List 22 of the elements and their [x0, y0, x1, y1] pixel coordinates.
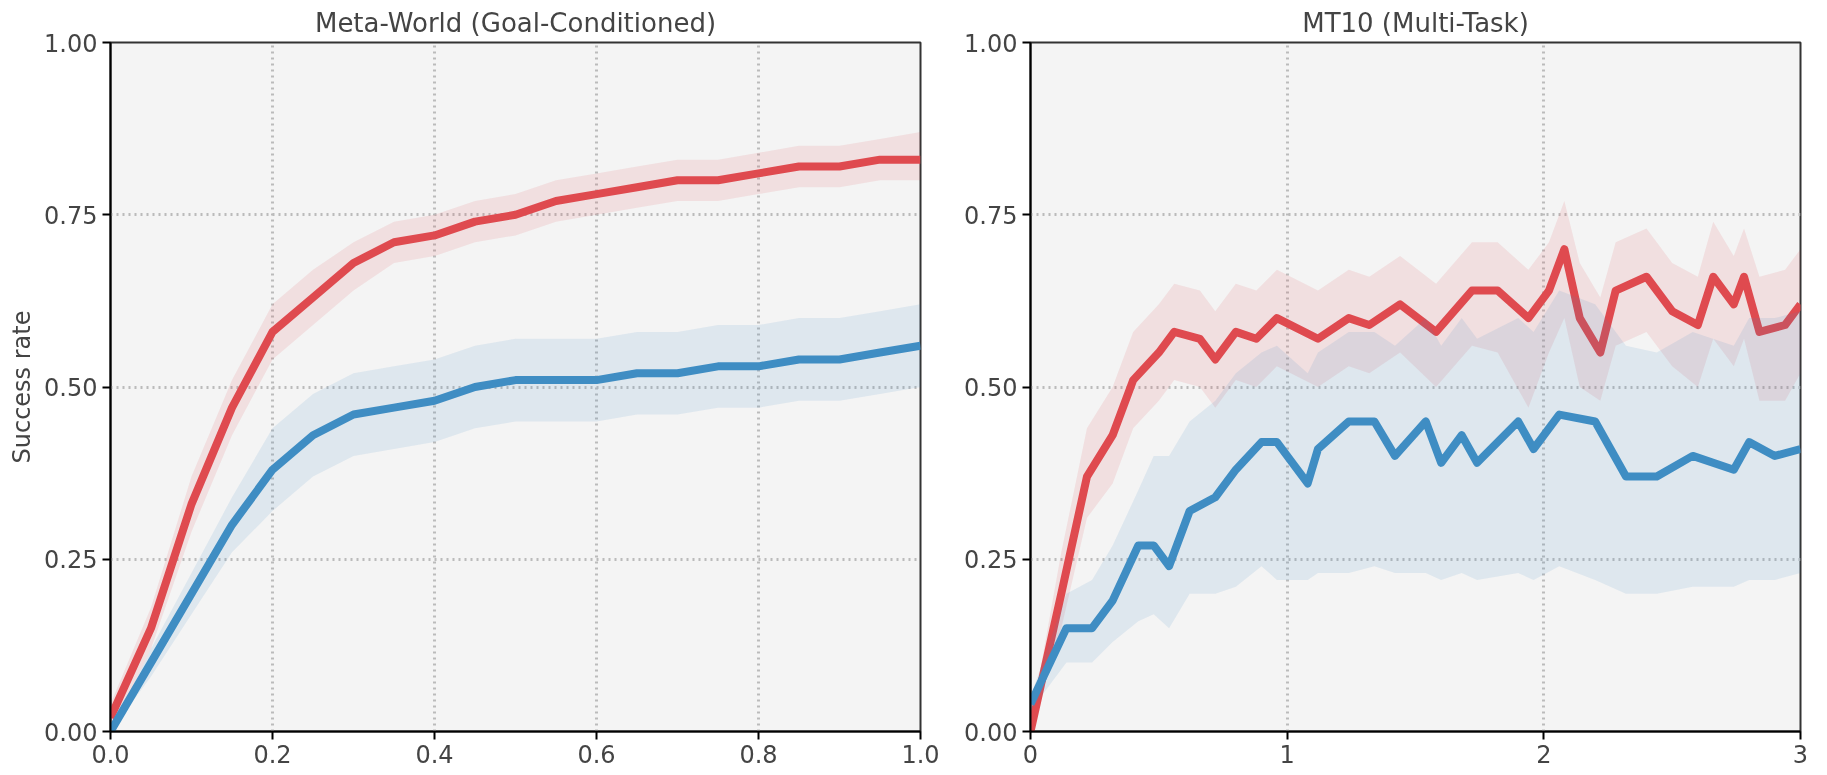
y-tick-label: 0.50	[964, 374, 1018, 402]
y-tick-label: 0.50	[44, 374, 98, 402]
y-tick-label: 0.25	[44, 546, 98, 575]
x-tick-label: 3	[1792, 740, 1809, 769]
chart-title: MT10 (Multi-Task)	[1302, 7, 1529, 38]
x-tick-label: 0.6	[577, 740, 616, 769]
x-tick-label: 0.8	[739, 740, 778, 769]
y-tick-label: 0.75	[44, 201, 98, 230]
chart-title: Meta-World (Goal-Conditioned)	[314, 7, 717, 38]
x-tick-label: 2	[1536, 740, 1552, 769]
x-tick-label: 0	[1022, 740, 1039, 769]
y-tick-label: 1.00	[964, 29, 1018, 58]
x-tick-label: 0.4	[415, 740, 454, 769]
x-tick-label: 1	[1279, 740, 1295, 769]
y-axis-title: Success rate	[8, 310, 37, 464]
y-tick-label: 0.00	[964, 718, 1018, 747]
y-tick-label: 0.25	[964, 546, 1018, 575]
x-tick-label: 0.0	[91, 740, 130, 769]
x-tick-label: 1.0	[901, 740, 940, 769]
y-tick-label: 1.00	[44, 29, 98, 58]
x-tick-label: 0.2	[253, 740, 292, 769]
y-tick-label: 0.75	[964, 201, 1018, 230]
